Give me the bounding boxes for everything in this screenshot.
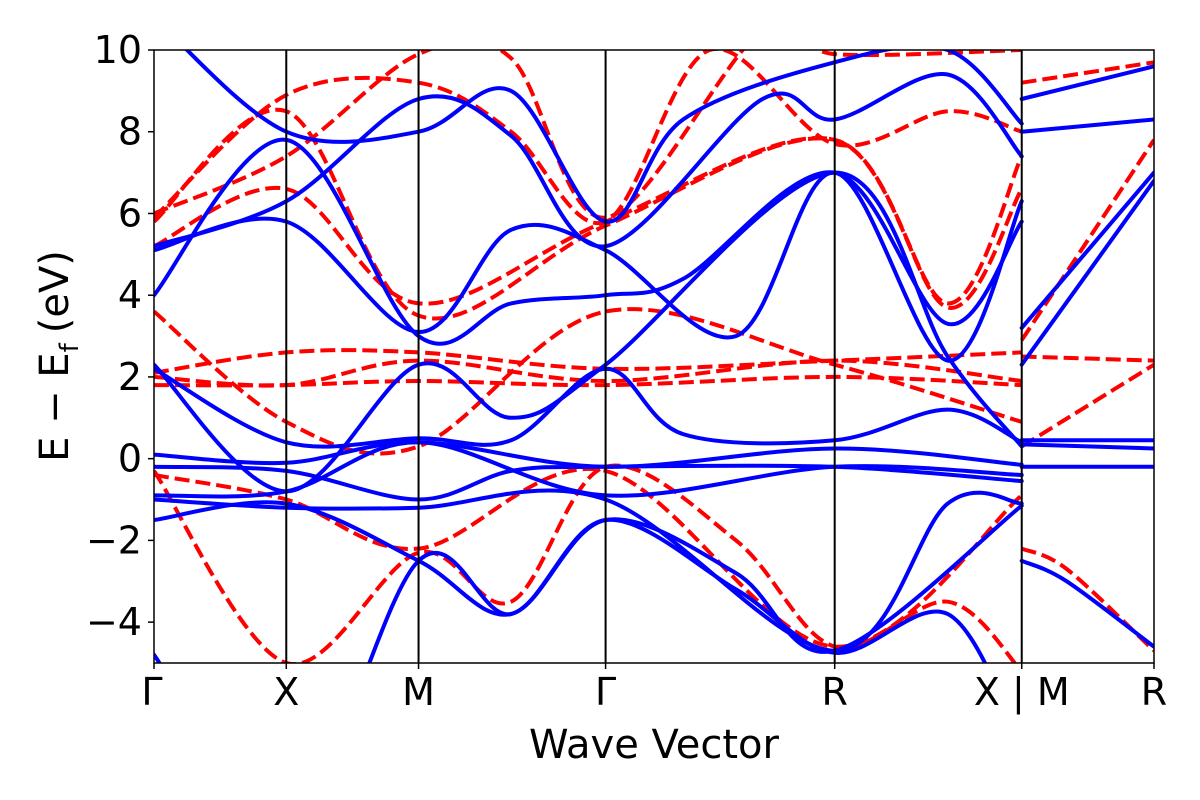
solid-band-19: [1019, 117, 1154, 134]
x-axis-label: Wave Vector: [529, 722, 780, 768]
y-tick-label: 8: [118, 110, 142, 154]
dashed-band-13: [1021, 354, 1154, 363]
solid-band-12: [184, 50, 1024, 224]
x-tick-label: R: [821, 670, 847, 714]
solid-band-8: [154, 170, 1024, 494]
high-symmetry-lines: [285, 50, 1023, 663]
solid-band-15: [1019, 442, 1154, 451]
dashed-band-6: [154, 307, 1023, 456]
plot-frame: [153, 49, 1155, 664]
dashed-band-5: [154, 348, 1022, 375]
dashed-band-12: [1020, 362, 1154, 449]
x-axis-ticks: Γ X M Γ R X | M R: [141, 663, 1167, 715]
solid-band-20: [1019, 64, 1154, 101]
solid-band-10: [154, 170, 1024, 363]
dashed-band-15: [1021, 60, 1154, 85]
dashed-band-11: [1020, 546, 1154, 653]
y-tick-label: −4: [86, 600, 142, 644]
y-axis-label-subscript: f: [55, 342, 85, 352]
y-axis-label-main: E − E: [32, 352, 78, 462]
solid-band-17: [1019, 178, 1154, 367]
solid-band-3: [154, 488, 1024, 653]
dashed-band-9: [154, 50, 1023, 226]
solid-band-6: [154, 440, 1024, 469]
x-tick-label: Γ: [595, 670, 616, 714]
x-tick-label: R: [1141, 670, 1167, 714]
y-tick-label: 0: [118, 437, 142, 481]
y-axis-ticks: −4 −2 0 2 4 6 8 10: [86, 28, 154, 644]
y-axis-label-unit: (eV): [32, 250, 78, 333]
dashed-band-7: [154, 136, 1024, 310]
dashed-bands: [154, 50, 1154, 663]
y-tick-label: 4: [118, 273, 142, 317]
solid-band-13: [1019, 558, 1154, 649]
x-tick-label: X: [273, 670, 299, 714]
x-tick-label: M: [402, 670, 435, 714]
y-axis-label: E − Ef (eV): [32, 250, 85, 462]
solid-band-18: [1019, 170, 1154, 330]
x-tick-label: Γ: [141, 670, 162, 714]
y-tick-label: 10: [94, 28, 142, 72]
y-tick-label: 2: [118, 355, 142, 399]
y-tick-label: 6: [118, 191, 142, 235]
y-tick-label: −2: [86, 518, 142, 562]
dashed-band-14: [1020, 138, 1154, 342]
x-tick-label: X | M: [974, 670, 1070, 715]
